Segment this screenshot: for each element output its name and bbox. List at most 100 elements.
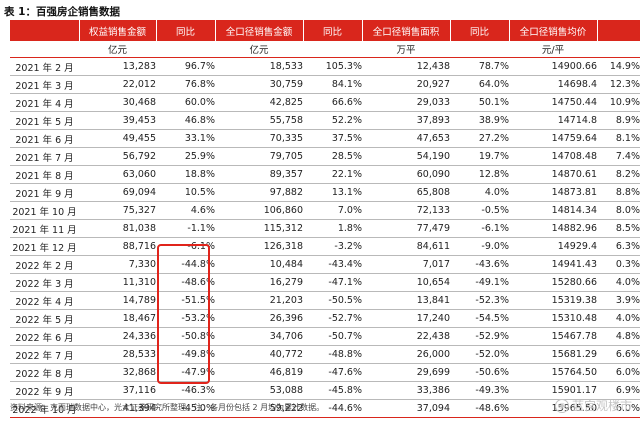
data-cell: 56,792 [79, 147, 156, 166]
unit-cell: 元/平 [509, 41, 597, 58]
data-cell: 22.1% [303, 165, 362, 184]
table-row: 2021 年 2 月 13,283 96.7% 18,533 105.3% 12,438 7… [10, 57, 640, 76]
data-cell: 70,335 [215, 129, 303, 148]
table-row: 2021 年 6 月 49,455 33.1% 70,335 37.5% 47,653 27… [10, 129, 640, 148]
row-label-cell: 2022 年 2 月 [10, 255, 79, 274]
data-cell: -52.9% [450, 327, 509, 346]
data-cell: 46.8% [156, 111, 215, 130]
data-cell: 89,357 [215, 165, 303, 184]
data-cell: 15310.48 [509, 309, 597, 328]
data-cell: -49.8% [156, 345, 215, 364]
data-cell: 77,479 [362, 219, 450, 238]
data-cell: 78.7% [450, 57, 509, 76]
row-label-cell: 2022 年 3 月 [10, 273, 79, 292]
unit-cell [303, 41, 362, 58]
data-cell: 22,012 [79, 75, 156, 94]
data-cell: 88,716 [79, 237, 156, 256]
data-cell: 39,453 [79, 111, 156, 130]
data-cell: 14873.81 [509, 183, 597, 202]
camera-icon: ◉ [554, 398, 569, 413]
data-cell: 7.0% [303, 201, 362, 220]
data-cell: -52.7% [303, 309, 362, 328]
data-cell: 30,468 [79, 93, 156, 112]
data-cell: 8.2% [597, 165, 640, 184]
data-cell: 66.6% [303, 93, 362, 112]
unit-cell [156, 41, 215, 58]
data-cell: 15901.17 [509, 381, 597, 400]
table-title: 表 1：百强房企销售数据 [4, 6, 120, 18]
data-cell: -49.1% [450, 273, 509, 292]
watermark-text: 蓝宫观楼市 [571, 399, 632, 413]
unit-cell: 亿元 [79, 41, 156, 58]
data-cell: 26,396 [215, 309, 303, 328]
data-cell: 96.7% [156, 57, 215, 76]
data-cell: 7,017 [362, 255, 450, 274]
data-cell: -48.6% [156, 273, 215, 292]
table-row: 2022 年 9 月 37,116 -46.3% 53,088 -45.8% 33,386… [10, 381, 640, 400]
data-cell: 14708.48 [509, 147, 597, 166]
data-cell: 1.8% [303, 219, 362, 238]
data-cell: -1.1% [156, 219, 215, 238]
data-cell: 18.8% [156, 165, 215, 184]
data-cell: 8.5% [597, 219, 640, 238]
row-label-cell: 2021 年 10 月 [10, 201, 79, 220]
data-cell: -44.6% [303, 399, 362, 418]
data-cell: 14.9% [597, 57, 640, 76]
data-cell: -52.3% [450, 291, 509, 310]
data-cell: -48.8% [303, 345, 362, 364]
data-cell: 10,484 [215, 255, 303, 274]
data-cell: -50.7% [303, 327, 362, 346]
header-cell: 同比 [156, 20, 216, 41]
table-row: 2022 年 6 月 24,336 -50.8% 34,706 -50.7% 22,438… [10, 327, 640, 346]
data-cell: 30,759 [215, 75, 303, 94]
data-cell: 18,533 [215, 57, 303, 76]
data-cell: -45.0% [156, 399, 215, 418]
data-cell: -52.0% [450, 345, 509, 364]
data-cell: 14900.66 [509, 57, 597, 76]
data-cell: 54,190 [362, 147, 450, 166]
data-cell: 38.9% [450, 111, 509, 130]
data-cell: 40,772 [215, 345, 303, 364]
header-cell: 权益销售金额 [79, 20, 157, 41]
data-cell: -50.5% [303, 291, 362, 310]
row-label-cell: 2021 年 12 月 [10, 237, 79, 256]
data-cell: -43.6% [450, 255, 509, 274]
data-cell: -54.5% [450, 309, 509, 328]
data-cell: 14698.4 [509, 75, 597, 94]
unit-cell [597, 41, 640, 58]
data-cell: -9.0% [450, 237, 509, 256]
table-row: 2022 年 5 月 18,467 -53.2% 26,396 -52.7% 17,240… [10, 309, 640, 328]
data-cell: -6.1% [156, 237, 215, 256]
data-cell: 47,653 [362, 129, 450, 148]
data-cell: 59,222 [215, 399, 303, 418]
unit-cell [450, 41, 509, 58]
data-cell: 21,203 [215, 291, 303, 310]
row-label-cell: 2022 年 6 月 [10, 327, 79, 346]
row-label-cell: 2022 年 5 月 [10, 309, 79, 328]
row-label-cell: 2021 年 8 月 [10, 165, 79, 184]
data-cell: 14882.96 [509, 219, 597, 238]
data-cell: -48.6% [450, 399, 509, 418]
data-cell: 6.3% [597, 237, 640, 256]
row-label-cell: 2022 年 8 月 [10, 363, 79, 382]
table-row: 2022 年 4 月 14,789 -51.5% 21,203 -50.5% 13,841… [10, 291, 640, 310]
data-cell: 13.1% [303, 183, 362, 202]
table-row: 2021 年 4 月 30,468 60.0% 42,825 66.6% 29,033 50… [10, 93, 640, 112]
data-cell: 79,705 [215, 147, 303, 166]
data-cell: 75,327 [79, 201, 156, 220]
data-cell: 28,533 [79, 345, 156, 364]
table-row: 2021 年 10 月 75,327 4.6% 106,860 7.0% 72,133 -0… [10, 201, 640, 220]
data-cell: 17,240 [362, 309, 450, 328]
table-row: 2022 年 3 月 11,310 -48.6% 16,279 -47.1% 10,654… [10, 273, 640, 292]
data-cell: 15467.78 [509, 327, 597, 346]
data-cell: 50.1% [450, 93, 509, 112]
sales-data-table: 权益销售金额 同比 全口径销售金额 同比 全口径销售面积 同比 全口径销售均价 … [10, 20, 640, 418]
data-cell: 37,116 [79, 381, 156, 400]
data-cell: 25.9% [156, 147, 215, 166]
data-cell: 33.1% [156, 129, 215, 148]
data-cell: 14814.34 [509, 201, 597, 220]
data-cell: 84.1% [303, 75, 362, 94]
row-label-cell: 2022 年 9 月 [10, 381, 79, 400]
data-cell: 4.8% [597, 327, 640, 346]
data-cell: 65,808 [362, 183, 450, 202]
